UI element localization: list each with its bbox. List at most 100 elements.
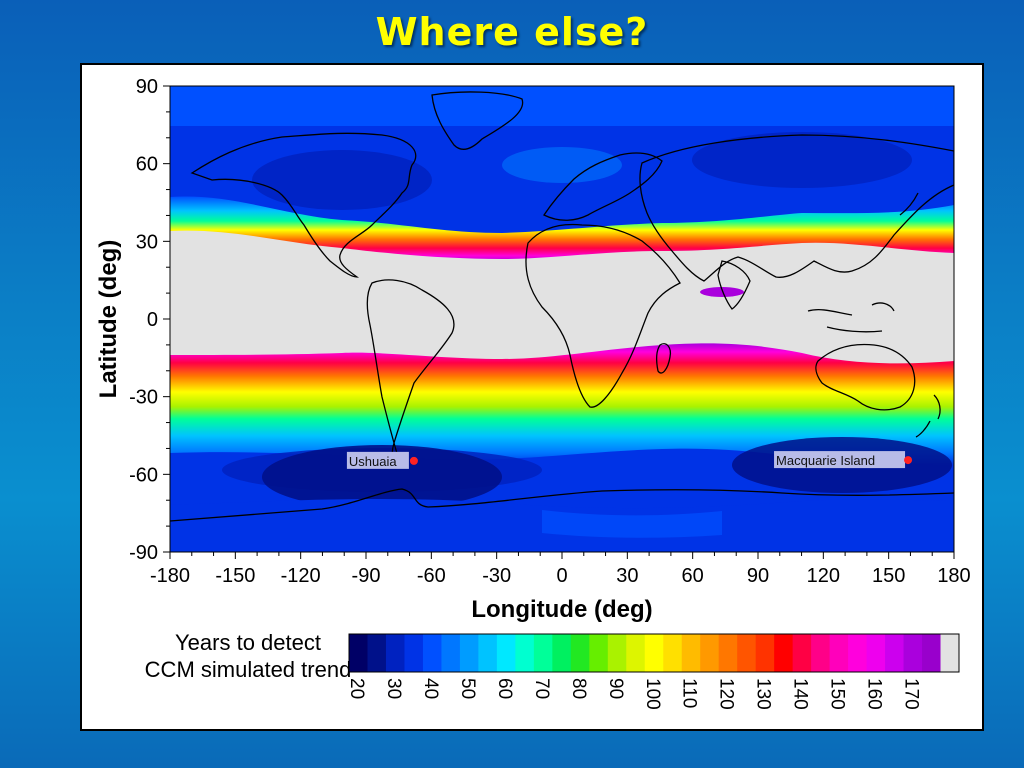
colorbar-swatch (589, 634, 609, 672)
colorbar-swatch (681, 634, 701, 672)
colorbar-swatch (866, 634, 886, 672)
colorbar-tick-label: 130 (753, 678, 774, 710)
x-tick-label: -180 (150, 565, 190, 587)
site-macquarie: Macquarie Island (774, 451, 913, 469)
ushuaia-marker (409, 456, 418, 465)
coast-madagascar (656, 343, 672, 374)
colorbar-swatch (792, 634, 812, 672)
colorbar-swatch (718, 634, 738, 672)
colorbar-tick-label: 100 (642, 678, 663, 710)
macquarie-marker (904, 456, 913, 465)
colorbar-swatch (533, 634, 553, 672)
y-tick-label: 30 (136, 231, 158, 253)
field-tropics-grey (170, 230, 954, 366)
colorbar-tick-label: 40 (420, 678, 441, 699)
macquarie-label-box (774, 451, 906, 469)
colorbar-swatch (737, 634, 757, 672)
colorbar-swatch (404, 634, 424, 672)
coast-europe (543, 152, 663, 221)
colorbar-swatch (422, 634, 442, 672)
x-tick-label: -90 (352, 565, 381, 587)
ushuaia-label-box (346, 451, 409, 469)
y-axis: 90 60 30 0 -30 -60 -90 (129, 76, 170, 564)
coast-asia (639, 134, 954, 282)
colorbar-swatch (663, 634, 683, 672)
coast-antarctica (170, 488, 954, 522)
colorbar-title-line1: Years to detect (175, 630, 321, 655)
x-tick-label: 30 (616, 565, 638, 587)
y-tick-label: 60 (136, 154, 158, 176)
colorbar-swatch (570, 634, 590, 672)
y-tick-label: -90 (129, 542, 158, 564)
field-antarctic-light (542, 510, 722, 538)
colorbar-title-line2: CCM simulated trend (145, 657, 352, 682)
field-patch-so2 (262, 445, 502, 509)
colorbar-swatch (774, 634, 794, 672)
coast-africa (525, 223, 681, 408)
colorbar-swatch (349, 634, 368, 672)
field-patch-asia (692, 132, 912, 188)
colorbar-tick-label: 140 (790, 678, 811, 710)
colorbar-swatch (755, 634, 775, 672)
colorbar-tick-label: 160 (864, 678, 885, 710)
field-purple-patch (700, 287, 744, 297)
field-band-north (170, 196, 954, 261)
coast-australia (815, 343, 916, 411)
x-tick-label: 90 (747, 565, 769, 587)
colorbar-swatch (515, 634, 535, 672)
colorbar-frame (348, 633, 960, 673)
colorbar-tick-label: 60 (494, 678, 515, 699)
coast-north-america (190, 132, 417, 278)
colorbar-swatch (552, 634, 572, 672)
field-patch-eu (502, 147, 622, 183)
colorbar-swatch (607, 634, 627, 672)
x-tick-label: -150 (215, 565, 255, 587)
colorbar-swatch (829, 634, 849, 672)
colorbar-swatch (885, 634, 905, 672)
y-tick-label: -30 (129, 387, 158, 409)
x-axis: -180 -150 -120 -90 -60 -30 0 30 60 90 120 150 180 (150, 552, 971, 587)
colorbar-swatch (922, 634, 942, 672)
colorbar-tick-label: 90 (605, 678, 626, 699)
field-band-south (170, 343, 954, 465)
colorbar-tick-label: 170 (901, 678, 922, 710)
slide-title: Where else? (375, 10, 649, 54)
y-tick-label: 0 (147, 309, 158, 331)
colorbar-swatch-above-max (940, 634, 959, 672)
site-ushuaia: Ushuaia (346, 451, 418, 469)
colorbar-swatch (367, 634, 387, 672)
colorbar-swatch (441, 634, 461, 672)
coast-india (717, 260, 751, 310)
coast-new-zealand (915, 394, 941, 438)
field-arctic (170, 86, 954, 126)
y-axis-label: Latitude (deg) (95, 240, 122, 399)
colorbar-swatch (903, 634, 923, 672)
colorbar-tick-label: 80 (568, 678, 589, 699)
colorbar-tick-label: 70 (531, 678, 552, 699)
map-figure: Ushuaia Macquarie Island 90 60 30 0 -30 -60 -9… (95, 76, 971, 710)
colorbar-swatch (385, 634, 405, 672)
colorbar-swatch (626, 634, 646, 672)
heatmap-field: Ushuaia Macquarie Island (170, 86, 954, 552)
figure-panel: Ushuaia Macquarie Island 90 60 30 0 -30 -60 -9… (80, 63, 984, 731)
colorbar-swatch (644, 634, 664, 672)
colorbar-tick-label: 110 (679, 678, 700, 708)
colorbar-swatch (848, 634, 868, 672)
x-tick-label: 0 (556, 565, 567, 587)
x-tick-label: -60 (417, 565, 446, 587)
colorbar: 20 30 40 50 60 70 80 90 100 110 120 130 140 150 160 170 (346, 633, 960, 710)
colorbar-swatch (811, 634, 831, 672)
x-tick-label: 150 (872, 565, 905, 587)
colorbar-tick-label: 150 (827, 678, 848, 710)
ushuaia-label: Ushuaia (349, 454, 397, 469)
colorbar-tick-label: 50 (457, 678, 478, 699)
colorbar-swatch (478, 634, 498, 672)
x-tick-label: -120 (281, 565, 321, 587)
field-patch-na (252, 150, 432, 210)
y-tick-label: 90 (136, 76, 158, 98)
x-tick-label: 60 (682, 565, 704, 587)
colorbar-swatch (700, 634, 720, 672)
coast-south-america (366, 279, 455, 464)
coastlines (170, 91, 954, 522)
y-tick-label: -60 (129, 464, 158, 486)
